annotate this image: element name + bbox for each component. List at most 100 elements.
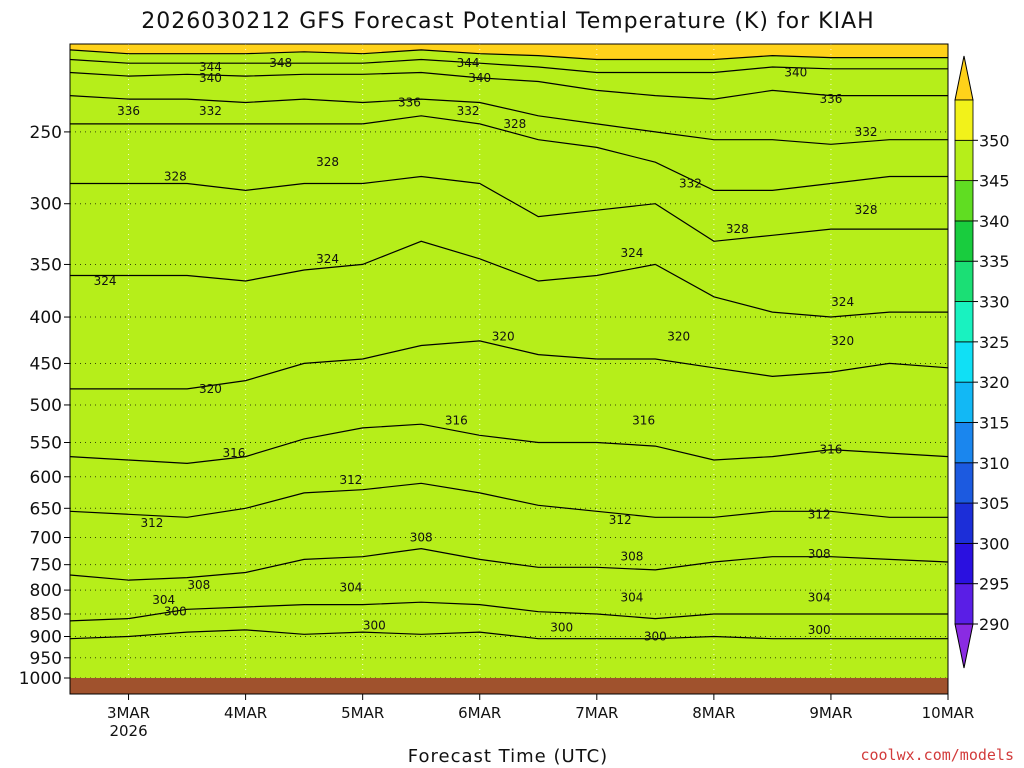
colorbar: 290 295 300 305 310 315 320 325 330 335 340 345 350 (954, 55, 1010, 669)
colorbar-label: 310 (979, 454, 1010, 473)
isentrope-label-320: 320 (492, 329, 515, 343)
y-tick-label: 950 (30, 649, 62, 669)
isentrope-label-324: 324 (316, 252, 339, 266)
isentrope-label-316: 316 (819, 443, 842, 457)
isentrope-label-312: 312 (808, 507, 831, 521)
isentrope-308 (69, 547, 949, 581)
isentrope-label-328: 328 (164, 170, 187, 184)
colorbar-label: 350 (979, 131, 1010, 150)
y-tick-label: 400 (30, 308, 62, 328)
x-tick-label: 3MAR (107, 704, 150, 722)
colorbar-segment (954, 139, 974, 182)
colorbar-label: 315 (979, 413, 1010, 432)
filled-contours (70, 44, 948, 681)
colorbar-label: 300 (979, 534, 1010, 553)
isentrope-label-300: 300 (164, 605, 187, 619)
y-tick-label: 300 (30, 195, 62, 215)
isentrope-332 (70, 115, 948, 191)
isentrope-328 (70, 175, 948, 242)
colorbar-label: 335 (979, 252, 1010, 271)
y-tick-label: 250 (30, 123, 62, 143)
isentrope-label-336: 336 (117, 104, 140, 118)
colorbar-segment (954, 260, 974, 302)
isentrope-label-328: 328 (503, 117, 526, 131)
isentrope-label-328: 328 (726, 222, 749, 236)
isentrope-348 (69, 49, 948, 61)
y-tick-label: 900 (30, 627, 62, 647)
x-tick-label: 8MAR (692, 704, 735, 722)
isentrope-336 (69, 95, 948, 145)
y-tick-label: 600 (30, 468, 62, 488)
isentrope-label-300: 300 (363, 618, 386, 632)
isentrope-label-308: 308 (620, 550, 643, 564)
isentrope-324 (70, 240, 948, 318)
fill-band-348 (70, 49, 948, 680)
isentrope-label-300: 300 (808, 623, 831, 637)
isentrope-label-340: 340 (784, 65, 807, 79)
colorbar-label: 290 (979, 615, 1010, 634)
pressure-axis: 2503003504004505005506006507007508008509… (19, 123, 70, 689)
isentrope-label-344: 344 (199, 60, 222, 74)
isentrope-lines (69, 49, 949, 640)
colorbar-segment (954, 542, 974, 585)
y-tick-label: 350 (30, 255, 62, 275)
isentrope-344 (69, 58, 948, 74)
isentrope-label-312: 312 (140, 516, 163, 530)
colorbar-segment (954, 341, 974, 383)
isentrope-304 (69, 601, 948, 622)
colorbar-label: 320 (979, 373, 1010, 392)
colorbar-segment (954, 180, 974, 222)
isentrope-label-332: 332 (679, 177, 702, 191)
x-tick-label: 4MAR (224, 704, 267, 722)
colorbar-max-triangle (954, 55, 974, 101)
isentrope-label-308: 308 (410, 530, 433, 544)
colorbar-label: 340 (979, 212, 1010, 231)
isentrope-label-312: 312 (340, 473, 363, 487)
isentrope-label-308: 308 (187, 578, 210, 592)
isentrope-label-336: 336 (819, 92, 842, 106)
y-tick-label: 800 (30, 581, 62, 601)
y-tick-label: 550 (30, 433, 62, 453)
x-tick-label: 6MAR (458, 704, 501, 722)
x-tick-label: 9MAR (809, 704, 852, 722)
colorbar-segment (954, 381, 974, 423)
isentrope-312 (69, 482, 948, 518)
isentrope-label-316: 316 (222, 446, 245, 460)
chart-title: 2026030212 GFS Forecast Potential Temper… (141, 9, 874, 34)
isentrope-label-328: 328 (855, 203, 878, 217)
x-tick-sublabel: 2026 (109, 722, 147, 740)
isentrope-label-316: 316 (632, 413, 655, 427)
isentrope-label-316: 316 (445, 413, 468, 427)
isentrope-300 (69, 629, 948, 640)
isentrope-label-304: 304 (620, 590, 643, 604)
y-tick-label: 450 (30, 354, 62, 374)
isentrope-label-320: 320 (667, 329, 690, 343)
isentrope-label-300: 300 (644, 629, 667, 643)
colorbar-label: 345 (979, 172, 1010, 191)
isentrope-label-304: 304 (808, 590, 831, 604)
plot-frame (69, 43, 949, 695)
colorbar-min-triangle (954, 623, 974, 669)
isentrope-label-324: 324 (620, 246, 643, 260)
colorbar-segment (954, 462, 974, 504)
isentrope-label-332: 332 (855, 125, 878, 139)
isentrope-label-328: 328 (316, 155, 339, 169)
colorbar-segment (954, 422, 974, 464)
isentrope-label-320: 320 (831, 334, 854, 348)
isentrope-label-300: 300 (550, 621, 573, 635)
isentrope-label-308: 308 (808, 547, 831, 561)
isentrope-label-340: 340 (199, 71, 222, 85)
colorbar-segment (954, 220, 974, 262)
isentrope-320 (70, 340, 949, 390)
isentrope-340 (69, 71, 948, 100)
isentrope-label-320: 320 (199, 382, 222, 396)
isentrope-316 (69, 423, 949, 465)
y-tick-label: 750 (30, 556, 62, 576)
isentrope-label-332: 332 (199, 104, 222, 118)
isentrope-label-340: 340 (468, 71, 491, 85)
colorbar-label: 295 (979, 575, 1010, 594)
y-tick-label: 1000 (19, 669, 62, 689)
isentrope-label-348: 348 (269, 56, 292, 70)
